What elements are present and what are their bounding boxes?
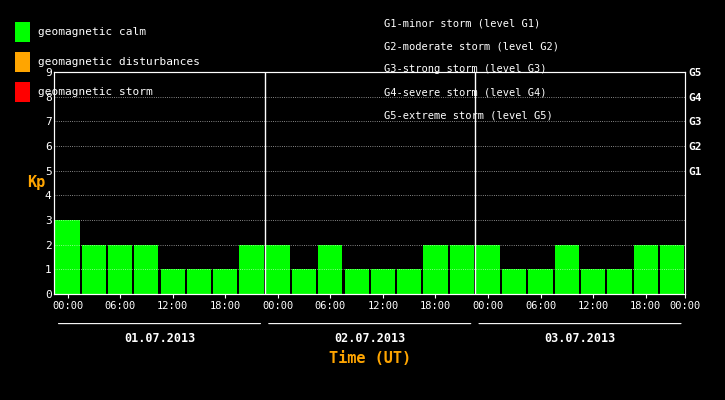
Bar [608, 269, 631, 294]
Bar [581, 269, 605, 294]
Bar [397, 269, 421, 294]
Bar [239, 245, 264, 294]
Bar [555, 245, 579, 294]
Bar [265, 245, 290, 294]
Bar [134, 245, 159, 294]
Bar [213, 269, 237, 294]
Bar [55, 220, 80, 294]
Bar [476, 245, 500, 294]
Bar [634, 245, 658, 294]
Bar [529, 269, 552, 294]
Text: G1-minor storm (level G1): G1-minor storm (level G1) [384, 18, 541, 28]
Bar [502, 269, 526, 294]
Text: G2-moderate storm (level G2): G2-moderate storm (level G2) [384, 41, 559, 51]
Text: G4-severe storm (level G4): G4-severe storm (level G4) [384, 88, 547, 98]
Text: geomagnetic calm: geomagnetic calm [38, 27, 146, 37]
Text: geomagnetic storm: geomagnetic storm [38, 87, 152, 97]
Bar [370, 269, 395, 294]
Bar [187, 269, 211, 294]
Bar [660, 245, 684, 294]
Text: 01.07.2013: 01.07.2013 [124, 332, 195, 345]
Text: Time (UT): Time (UT) [328, 351, 411, 366]
Text: geomagnetic disturbances: geomagnetic disturbances [38, 57, 199, 67]
Text: 03.07.2013: 03.07.2013 [544, 332, 616, 345]
Bar [450, 245, 474, 294]
Text: G3-strong storm (level G3): G3-strong storm (level G3) [384, 64, 547, 74]
Text: 02.07.2013: 02.07.2013 [334, 332, 405, 345]
Bar [292, 269, 316, 294]
Bar [160, 269, 185, 294]
Y-axis label: Kp: Kp [28, 176, 46, 190]
Text: G5-extreme storm (level G5): G5-extreme storm (level G5) [384, 111, 553, 121]
Bar [423, 245, 447, 294]
Bar [318, 245, 342, 294]
Bar [108, 245, 132, 294]
Bar [82, 245, 106, 294]
Bar [344, 269, 369, 294]
